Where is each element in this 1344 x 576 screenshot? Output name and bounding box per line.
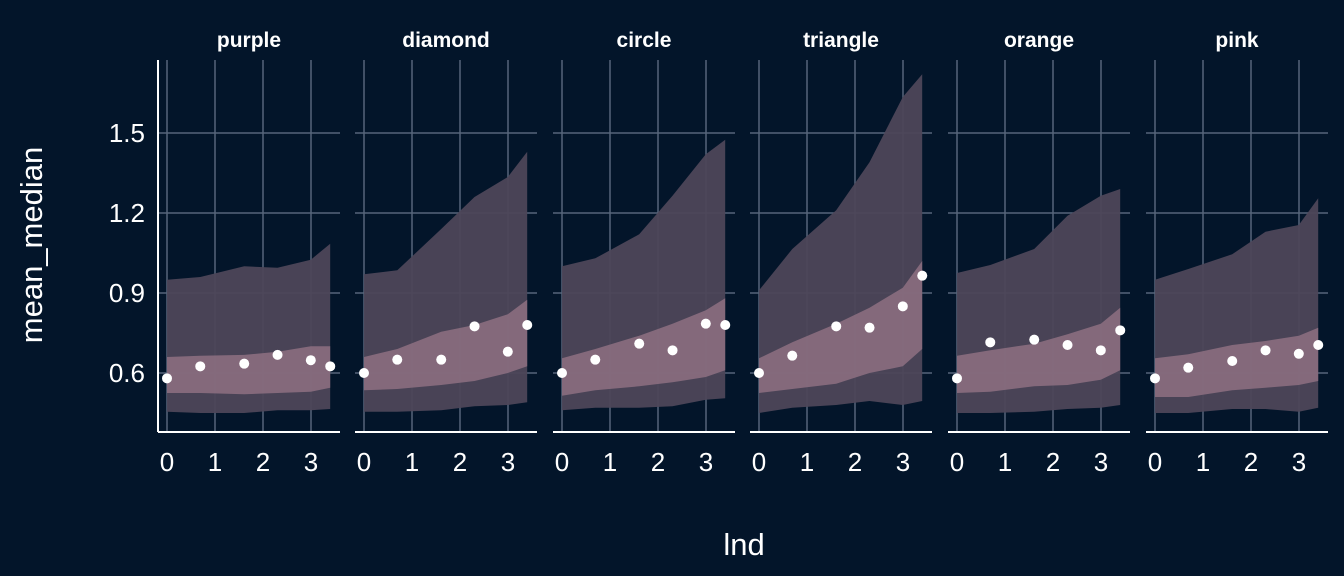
inner-band: [167, 346, 331, 395]
x-tick-label: 2: [256, 447, 270, 477]
facet-title: triangle: [803, 29, 879, 52]
x-tick-label: 0: [950, 447, 964, 477]
data-point: [522, 320, 533, 330]
data-point: [1183, 362, 1194, 373]
x-tick-label: 2: [453, 447, 467, 477]
facet-title: pink: [1215, 29, 1258, 52]
data-point: [1313, 340, 1324, 350]
inner-band: [364, 299, 528, 391]
x-tick-label: 0: [160, 447, 174, 477]
x-tick-label: 1: [405, 447, 419, 477]
data-point: [502, 346, 513, 357]
y-tick-label: 1.2: [109, 198, 145, 228]
data-point: [1227, 356, 1238, 366]
data-point: [754, 368, 764, 378]
data-point: [700, 318, 711, 329]
data-point: [239, 358, 250, 369]
data-point: [272, 349, 283, 360]
data-point: [359, 368, 369, 378]
x-tick-label: 3: [501, 447, 515, 477]
data-point: [1095, 345, 1106, 356]
x-tick-label: 0: [752, 447, 766, 477]
x-tick-label: 2: [1244, 447, 1258, 477]
x-tick-label: 0: [1148, 447, 1162, 477]
data-point: [720, 320, 731, 330]
facet-title: diamond: [402, 29, 490, 52]
x-tick-label: 1: [800, 447, 814, 477]
data-point: [667, 345, 678, 356]
data-point: [831, 321, 842, 332]
facet-panel-pink: pink 0 1 2 3: [1146, 29, 1328, 477]
facet-panel-orange: orange 0 1 2 3: [948, 29, 1130, 477]
data-point: [917, 270, 928, 281]
facet-title: circle: [617, 29, 672, 52]
data-point: [469, 321, 480, 332]
data-point: [1260, 345, 1271, 356]
x-tick-label: 3: [304, 447, 318, 477]
y-axis-title: mean_median: [14, 147, 49, 343]
y-tick-label: 0.6: [109, 358, 145, 388]
inner-band: [562, 298, 726, 396]
facet-title: orange: [1004, 29, 1074, 52]
data-point: [952, 373, 962, 384]
facet-panels: purple 0 1 2 3 diamond 0 1 2 3 circle 0 1 2 3 triangle 0…: [158, 29, 1328, 477]
facet-panel-purple: purple 0 1 2 3: [158, 29, 340, 477]
x-tick-label: 1: [1196, 447, 1210, 477]
x-tick-label: 2: [848, 447, 862, 477]
facet-panel-circle: circle 0 1 2 3: [553, 29, 735, 477]
x-tick-label: 0: [357, 447, 371, 477]
data-point: [1062, 340, 1073, 350]
data-point: [436, 354, 447, 365]
inner-band: [957, 307, 1121, 393]
data-point: [392, 354, 403, 365]
data-point: [1150, 373, 1160, 384]
x-tick-label: 2: [1046, 447, 1060, 477]
data-point: [1293, 348, 1304, 359]
y-axis: 0.6 0.9 1.2 1.5: [109, 60, 159, 432]
data-point: [787, 350, 798, 361]
x-axis-title: lnd: [723, 527, 764, 562]
x-tick-label: 3: [896, 447, 910, 477]
x-tick-label: 1: [208, 447, 222, 477]
data-point: [985, 337, 996, 348]
data-point: [195, 361, 206, 372]
facet-title: purple: [217, 29, 281, 52]
x-tick-label: 0: [555, 447, 569, 477]
x-tick-label: 3: [1292, 447, 1306, 477]
data-point: [325, 361, 336, 372]
data-point: [1029, 334, 1040, 345]
data-point: [864, 322, 875, 333]
data-point: [557, 368, 567, 378]
data-point: [590, 354, 601, 365]
facet-panel-triangle: triangle 0 1 2 3: [750, 29, 932, 477]
data-point: [162, 373, 172, 384]
data-point: [897, 301, 908, 312]
x-tick-label: 3: [1094, 447, 1108, 477]
x-tick-label: 1: [998, 447, 1012, 477]
facet-panel-diamond: diamond 0 1 2 3: [355, 29, 537, 477]
data-point: [305, 355, 316, 366]
x-tick-label: 2: [651, 447, 665, 477]
data-point: [634, 338, 645, 349]
x-tick-label: 3: [699, 447, 713, 477]
y-tick-label: 1.5: [109, 118, 145, 148]
y-tick-label: 0.9: [109, 278, 145, 308]
x-tick-label: 1: [603, 447, 617, 477]
data-point: [1115, 325, 1126, 336]
